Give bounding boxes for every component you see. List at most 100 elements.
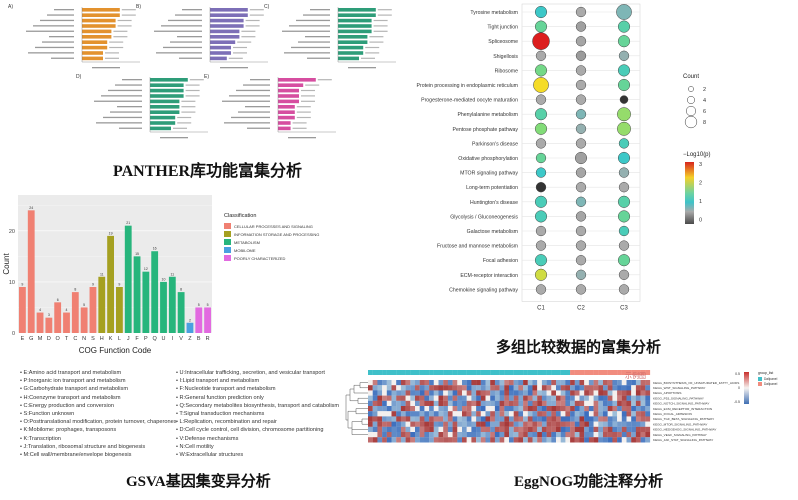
- heat-cell: [377, 395, 383, 401]
- panther-term-label: [243, 84, 270, 86]
- heat-cell: [570, 385, 575, 391]
- heat-cell: [447, 395, 453, 401]
- heat-cell: [438, 426, 444, 433]
- heat-cell: [396, 390, 401, 396]
- heat-cell: [640, 380, 646, 386]
- heat-cell: [617, 385, 622, 391]
- heat-cell: [532, 416, 538, 422]
- heat-cell: [457, 390, 463, 396]
- heat-cell: [466, 385, 472, 391]
- dot-point: [619, 95, 629, 104]
- heat-cell: [518, 432, 524, 438]
- heat-cell: [386, 390, 392, 396]
- cog-bar-G: [27, 210, 35, 333]
- cog-bar-value: 5: [83, 303, 85, 307]
- heat-cell: [621, 416, 627, 422]
- dot-ytick-label: Progesterone-mediated oocyte maturation: [421, 98, 518, 104]
- heat-cell: [560, 380, 566, 386]
- heat-legend-title: group_list: [758, 371, 773, 375]
- panther-bar-value: [121, 14, 136, 16]
- heat-group-cell: [612, 370, 618, 375]
- heat-cell: [537, 390, 542, 396]
- heat-cell: [509, 400, 514, 407]
- panther-bar-value: [373, 19, 388, 22]
- heat-cell: [490, 416, 495, 422]
- panther-term-label: [154, 30, 202, 32]
- heat-group-cell: [504, 370, 510, 375]
- heat-cell: [527, 426, 533, 433]
- cog-xlabel: COG Function Code: [79, 346, 152, 355]
- heat-cell: [410, 380, 416, 386]
- panther-bar: [82, 29, 112, 34]
- heat-cell: [382, 432, 387, 438]
- heat-cell: [452, 437, 458, 443]
- heat-cell: [410, 390, 416, 396]
- heat-cell: [631, 385, 636, 391]
- heat-cell: [447, 416, 453, 422]
- heat-cell: [645, 400, 651, 407]
- heat-cell: [471, 390, 477, 396]
- dot-point: [617, 78, 631, 92]
- heat-cell: [443, 426, 448, 433]
- dot-point: [575, 196, 587, 207]
- heat-legend-label: Dallpanel: [764, 377, 778, 381]
- heatmap-chart: KEGG_BIOSYNTHESIS_OF_UNSATURATED_FATTY_A…: [345, 370, 778, 443]
- cog-xtick-label: V: [179, 336, 183, 342]
- heat-cell: [551, 416, 557, 422]
- heat-group-cell: [368, 370, 373, 375]
- cog-bar-value: 11: [100, 272, 104, 276]
- heat-cell: [551, 385, 557, 391]
- heat-cell: [480, 395, 486, 401]
- dot-xtick-label: C1: [537, 305, 545, 311]
- heat-cell: [509, 385, 514, 391]
- heat-cell: [391, 437, 397, 443]
- caption-gsva: GSVA基因集变异分析: [126, 474, 271, 490]
- heat-cell: [410, 385, 416, 391]
- dot-legend-size-label: 6: [703, 109, 706, 115]
- dot-point: [575, 79, 587, 91]
- heat-cell: [447, 380, 453, 386]
- panther-term-label: [179, 57, 202, 59]
- heat-cell: [541, 426, 547, 433]
- heat-cell: [621, 426, 627, 433]
- heat-cell: [443, 390, 448, 396]
- heat-cell: [485, 416, 491, 422]
- heat-cell: [386, 380, 392, 386]
- heat-watermark: 示例图: [625, 371, 646, 380]
- heat-cell: [518, 390, 524, 396]
- heat-cell: [452, 406, 458, 412]
- heat-cell: [494, 385, 500, 391]
- panther-bar: [150, 110, 180, 114]
- heat-cell: [377, 406, 383, 412]
- caption-panther: PANTHER库功能富集分析: [113, 163, 303, 180]
- heat-cell: [598, 416, 604, 422]
- heat-cell: [612, 421, 618, 427]
- heat-cell: [480, 426, 486, 433]
- panther-term-label: [238, 111, 270, 113]
- panther-bar-value: [369, 36, 384, 38]
- heat-cell: [504, 437, 510, 443]
- heat-cell: [518, 385, 524, 391]
- heat-cell: [457, 385, 463, 391]
- panther-bar: [82, 56, 103, 61]
- heat-cell: [499, 406, 505, 412]
- heat-cell: [382, 385, 387, 391]
- heat-cell: [617, 426, 622, 433]
- panther-term-label: [224, 122, 270, 124]
- heat-cell: [556, 380, 561, 386]
- heat-cell: [612, 390, 618, 396]
- heat-cell: [527, 421, 533, 427]
- heat-cell: [584, 432, 589, 438]
- dot-ytick-label: MTOR signaling pathway: [460, 171, 518, 177]
- heat-cell: [368, 395, 373, 401]
- heat-cell: [541, 400, 547, 407]
- heat-cell: [400, 437, 406, 443]
- panther-bar: [338, 24, 372, 28]
- heat-cell: [527, 385, 533, 391]
- heat-cell: [372, 437, 378, 443]
- heat-cell: [386, 411, 392, 417]
- heat-cell: [541, 380, 547, 386]
- heat-cell: [504, 395, 510, 401]
- heat-cell: [476, 426, 481, 433]
- panther-term-label: [42, 41, 74, 43]
